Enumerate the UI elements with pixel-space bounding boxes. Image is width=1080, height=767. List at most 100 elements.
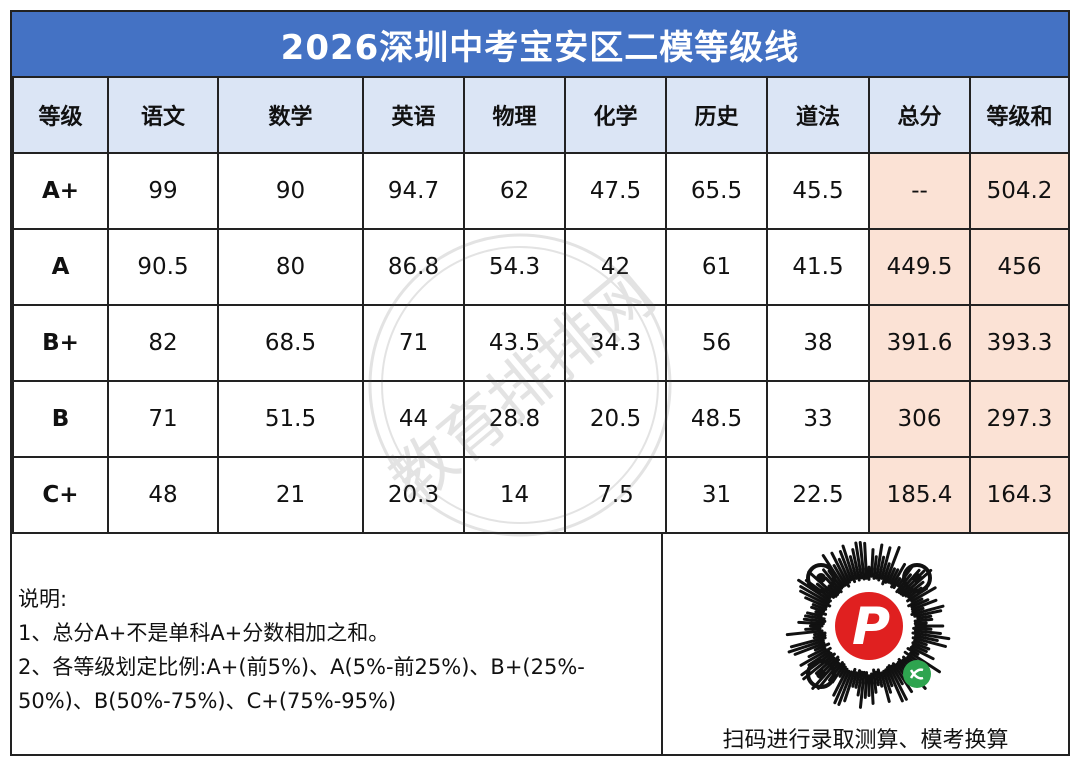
qr-dash	[838, 665, 847, 678]
total-cell: 391.6	[868, 304, 971, 382]
qr-dash	[785, 629, 824, 637]
table-cell: 54.3	[463, 228, 566, 306]
qr-dash	[810, 605, 826, 613]
grade-sum-cell: 456	[969, 228, 1070, 306]
p-logo-letter: P	[852, 597, 890, 657]
table-cell: 82	[107, 304, 219, 382]
table-cell: 43.5	[463, 304, 566, 382]
qr-dash	[910, 598, 930, 609]
table-cell: 71	[107, 380, 219, 458]
qr-dash	[911, 644, 928, 654]
grade-label: A	[12, 228, 109, 306]
qr-dash	[833, 669, 851, 705]
header-history: 历史	[665, 76, 768, 154]
table-cell: 99	[107, 152, 219, 230]
grade-sum-cell: 164.3	[969, 456, 1070, 534]
header-total: 总分	[868, 76, 971, 154]
qr-dash	[837, 557, 851, 584]
total-cell: 185.4	[868, 456, 971, 534]
qr-dash	[870, 672, 875, 705]
qr-dash	[851, 548, 861, 582]
qr-dash	[909, 651, 941, 674]
qr-dash	[891, 662, 914, 694]
qr-dash	[799, 589, 832, 608]
table-row: B+ 82 68.5 71 43.5 34.3 56 38 391.6 393.…	[12, 304, 1070, 382]
table-cell: 44	[362, 380, 465, 458]
qr-dash	[804, 614, 826, 621]
table-cell: 28.8	[463, 380, 566, 458]
table-cell: 94.7	[362, 152, 465, 230]
qr-dash	[830, 551, 851, 588]
table-row: A+ 99 90 94.7 62 47.5 65.5 45.5 -- 504.2	[12, 152, 1070, 230]
page-title: 2026深圳中考宝安区二模等级线	[12, 12, 1068, 76]
qr-dash	[906, 647, 920, 656]
notes-line-1: 1、总分A+不是单科A+分数相加之和。	[18, 621, 390, 645]
table-cell: 68.5	[217, 304, 364, 382]
grade-label: A+	[12, 152, 109, 230]
qr-dash	[851, 671, 858, 688]
header-physics: 物理	[463, 76, 566, 154]
table-cell: 56	[665, 304, 768, 382]
table-cell: 20.5	[564, 380, 667, 458]
mini-program-qr-code[interactable]: P	[783, 540, 955, 712]
qr-dash	[907, 597, 924, 608]
grade-label: B+	[12, 304, 109, 382]
header-chinese: 语文	[107, 76, 219, 154]
table-cell: 45.5	[766, 152, 870, 230]
qr-dash	[880, 546, 892, 580]
qr-dash	[813, 642, 831, 652]
qr-dash	[874, 670, 880, 687]
notes-line-3: 50%)、B(50%-75%)、C+(75%-95%)	[18, 689, 397, 713]
notes-heading: 说明:	[18, 587, 68, 611]
qr-dash	[875, 543, 884, 580]
qr-dash	[913, 621, 928, 626]
qr-dash	[884, 546, 901, 584]
qr-dash	[890, 562, 907, 589]
qr-caption: 扫码进行录取测算、模考换算	[722, 728, 1009, 753]
qr-dash	[911, 636, 947, 648]
qr-dash	[877, 555, 886, 582]
table-cell: 61	[665, 228, 768, 306]
table-cell: 31	[665, 456, 768, 534]
qr-dash	[910, 604, 945, 617]
table-row: B 71 51.5 44 28.8 20.5 48.5 33 306 297.3	[12, 380, 1070, 458]
header-chemistry: 化学	[564, 76, 667, 154]
qr-dash	[799, 646, 832, 667]
qr-dash	[913, 639, 928, 647]
qr-section: P 扫码进行录取测算、模考换算	[663, 532, 1068, 756]
mini-program-icon	[903, 660, 931, 688]
qr-dash	[887, 567, 896, 584]
p-logo-icon: P	[829, 586, 909, 666]
table-cell: 47.5	[564, 152, 667, 230]
qr-dash	[817, 661, 841, 690]
qr-dash	[916, 614, 933, 620]
qr-dash	[876, 668, 884, 688]
table-cell: 21	[217, 456, 364, 534]
grade-sum-cell: 297.3	[969, 380, 1070, 458]
table-cell: 65.5	[665, 152, 768, 230]
table-cell: 34.3	[564, 304, 667, 382]
qr-dash	[884, 668, 894, 688]
qr-dash	[832, 667, 849, 697]
qr-dash	[811, 603, 828, 611]
qr-dash	[911, 606, 925, 614]
table-cell: 80	[217, 228, 364, 306]
table-cell: 86.8	[362, 228, 465, 306]
qr-dash	[787, 639, 825, 654]
table-cell: 90	[217, 152, 364, 230]
qr-dash	[807, 570, 838, 598]
qr-dash	[814, 610, 828, 616]
table-cell: 71	[362, 304, 465, 382]
table-cell: 48.5	[665, 380, 768, 458]
qr-dash	[793, 641, 826, 656]
qr-dash	[872, 668, 878, 694]
table-cell: 90.5	[107, 228, 219, 306]
grade-label: B	[12, 380, 109, 458]
header-grade: 等级	[12, 76, 109, 154]
qr-dash	[812, 633, 827, 640]
total-cell: 306	[868, 380, 971, 458]
table-cell: 41.5	[766, 228, 870, 306]
qr-dash	[882, 669, 893, 694]
table-cell: 20.3	[362, 456, 465, 534]
qr-dash	[863, 541, 868, 580]
